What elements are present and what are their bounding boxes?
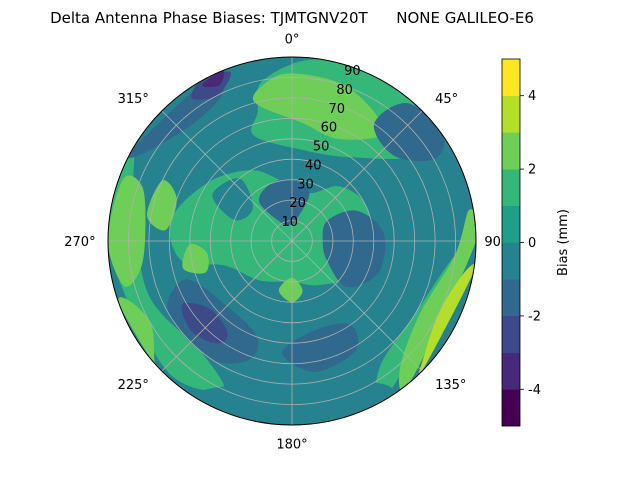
azimuth-label-180: 180° — [276, 437, 307, 452]
colorbar-band-6 — [502, 169, 520, 207]
colorbar-band-9 — [502, 59, 520, 96]
colorbar-band-8 — [502, 95, 520, 133]
colorbar: -4 -2 0 2 4 Bias (mm) — [501, 58, 571, 427]
radial-label-80: 80 — [336, 83, 353, 98]
colorbar-tick-label--2: -2 — [528, 309, 541, 324]
contour-patch-21 — [282, 323, 359, 372]
colorbar-tick-label-4: 4 — [528, 89, 536, 104]
colorbar-tick-label--4: -4 — [528, 383, 541, 398]
radial-label-20: 20 — [289, 196, 306, 211]
contour-patch-20 — [373, 103, 445, 162]
contour-patch-22 — [199, 381, 394, 425]
colorbar-band-1 — [502, 352, 520, 390]
chart-title: Delta Antenna Phase Biases: TJMTGNV20T N… — [50, 9, 534, 27]
polar-frame — [107, 56, 477, 426]
contour-patch-7 — [398, 209, 476, 391]
radial-label-60: 60 — [321, 121, 338, 136]
radial-label-10: 10 — [282, 215, 299, 230]
colorbar-band-4 — [502, 242, 520, 280]
contour-patch-19 — [201, 70, 225, 88]
azimuth-label-225: 225° — [118, 378, 149, 393]
contour-patch-9 — [118, 297, 155, 364]
colorbar-label: Bias (mm) — [556, 209, 571, 276]
contour-patch-6 — [108, 175, 146, 287]
colorbar-band-0 — [502, 389, 520, 427]
colorbar-band-5 — [502, 205, 520, 243]
contour-patch-11 — [182, 243, 209, 274]
azimuth-label-270: 270° — [64, 235, 95, 250]
contour-patch-12 — [146, 180, 177, 231]
colorbar-band-3 — [502, 279, 520, 317]
azimuth-label-90: 90 — [484, 235, 501, 250]
radial-label-30: 30 — [297, 177, 314, 192]
radial-label-90: 90 — [344, 64, 361, 79]
grid-spoke-45 — [291, 110, 423, 242]
contour-patch-14 — [258, 179, 310, 226]
colorbar-tick-label-2: 2 — [528, 163, 536, 178]
colorbar-band-7 — [502, 132, 520, 170]
colorbar-band-2 — [502, 315, 520, 353]
contour-patch-5 — [252, 73, 385, 140]
radial-label-70: 70 — [329, 102, 346, 117]
colorbar-tick-label-0: 0 — [528, 236, 536, 251]
plot-area: 10 20 30 40 50 60 70 80 90 0° 45° 90 135° 180° 225° 270… — [64, 33, 501, 453]
radial-label-40: 40 — [305, 158, 322, 173]
azimuth-label-315: 315° — [118, 92, 149, 107]
azimuth-label-135: 135° — [435, 378, 466, 393]
grid-spoke-315 — [161, 110, 293, 242]
contour-patch-23 — [376, 258, 412, 320]
azimuth-label-0: 0° — [285, 33, 300, 48]
grid-spoke-135 — [291, 240, 423, 372]
azimuth-label-45: 45° — [435, 92, 458, 107]
grid-spoke-225 — [161, 240, 293, 372]
radial-label-50: 50 — [313, 140, 330, 155]
contour-patch-24 — [212, 178, 253, 221]
contour-patch-10 — [278, 277, 303, 303]
contour-patch-8 — [418, 263, 476, 376]
